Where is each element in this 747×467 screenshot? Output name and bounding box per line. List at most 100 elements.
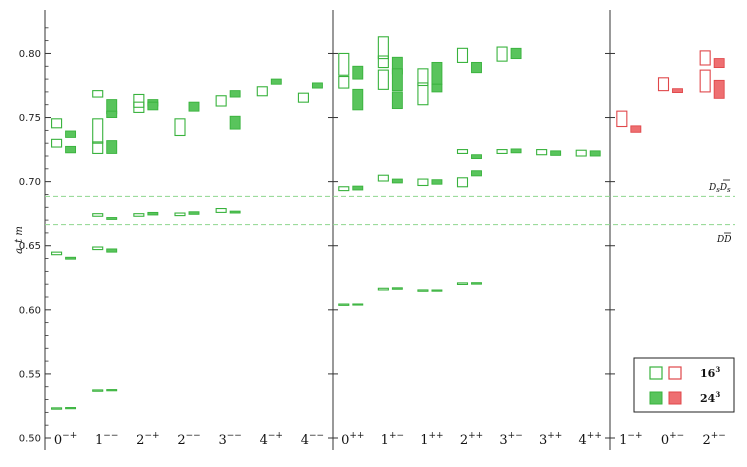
- box-filled-24: [147, 101, 159, 111]
- legend-filled-red-swatch: [668, 391, 682, 405]
- box-filled-24: [106, 217, 118, 220]
- box-filled-24: [391, 287, 403, 290]
- box-open-16: [92, 141, 104, 154]
- box-filled-24: [311, 82, 323, 89]
- legend-size-24: 24: [700, 392, 716, 405]
- box-open-16: [215, 208, 227, 213]
- dd-label-base: D: [716, 235, 724, 245]
- y-tick-label: 0.55: [19, 369, 41, 380]
- dsds-label-sub: s: [716, 186, 720, 194]
- category-labels: 0−+ 1−− 2−+ 2−− 3−− 4−+ 4−− 0++ 1+− 1++ 2++ 3+− 3++ 4…: [54, 431, 726, 448]
- box-open-16: [215, 95, 227, 107]
- box-open-16: [377, 69, 389, 90]
- y-axis: 0.50 0.55 0.60 0.65 0.70 0.75 0.80: [19, 27, 615, 445]
- category-label: 1−+: [619, 431, 642, 448]
- box-open-16: [657, 77, 670, 92]
- plot-frame: [44, 10, 611, 450]
- category-label: 1+−: [381, 431, 404, 448]
- box-open-16: [92, 389, 104, 392]
- box-filled-24: [106, 389, 118, 392]
- y-tick-label: 0.65: [19, 241, 41, 252]
- box-filled-24: [270, 78, 282, 85]
- box-filled-24: [431, 179, 443, 185]
- legend-label-16: 163: [700, 365, 720, 380]
- box-open-16: [92, 90, 104, 98]
- box-filled-24: [391, 178, 403, 184]
- category-label: 4++: [579, 431, 602, 448]
- category-label: 0−+: [54, 431, 77, 448]
- box-open-16: [616, 110, 628, 128]
- box-filled-24: [352, 185, 364, 191]
- box-filled-24: [713, 58, 725, 69]
- box-filled-24: [106, 248, 118, 253]
- box-filled-24: [550, 150, 562, 156]
- box-filled-24: [188, 101, 200, 112]
- box-filled-24: [672, 88, 683, 93]
- box-open-16: [92, 246, 104, 251]
- category-label: 2+−: [702, 431, 725, 448]
- box-open-16: [338, 75, 350, 89]
- box-filled-24: [630, 125, 642, 133]
- box-open-16: [456, 177, 469, 188]
- legend-label-24: 243: [700, 390, 720, 405]
- threshold-label-dd: DD: [716, 232, 731, 245]
- box-filled-24: [471, 154, 482, 160]
- box-open-16: [536, 149, 548, 156]
- box-filled-24: [65, 256, 77, 260]
- category-label: 3−−: [218, 431, 241, 448]
- box-open-16: [456, 282, 469, 285]
- category-label: 2−+: [136, 431, 159, 448]
- box-open-16: [417, 82, 429, 106]
- box-open-16: [51, 138, 63, 148]
- box-open-16: [133, 101, 145, 113]
- legend-open-red-swatch: [668, 366, 682, 380]
- y-tick-label: 0.70: [19, 177, 41, 188]
- category-label: 2−−: [177, 431, 200, 448]
- box-open-16: [92, 213, 104, 217]
- category-label: 2++: [460, 431, 483, 448]
- category-label: 1−−: [95, 431, 118, 448]
- dsds-label-bar: D: [719, 183, 727, 193]
- box-filled-24: [471, 282, 482, 285]
- box-filled-24: [713, 79, 725, 99]
- box-open-16: [133, 213, 145, 217]
- category-label: 1++: [420, 431, 443, 448]
- box-filled-24: [229, 210, 241, 214]
- box-filled-24: [352, 88, 364, 111]
- box-filled-24: [431, 61, 443, 85]
- box-open-16: [417, 68, 429, 87]
- box-open-16: [377, 287, 389, 291]
- threshold-label-dsds: DsDs: [708, 179, 731, 194]
- category-label: 0++: [341, 431, 364, 448]
- legend-filled-green-swatch: [649, 391, 663, 405]
- category-label: 4−−: [301, 431, 324, 448]
- box-filled-24: [510, 148, 522, 154]
- category-label: 0+−: [661, 431, 684, 448]
- box-open-16: [338, 186, 350, 192]
- box-filled-24: [229, 90, 241, 98]
- box-open-16: [297, 92, 309, 103]
- box-filled-24: [106, 110, 118, 118]
- dsds-label-bar-sub: s: [727, 186, 731, 194]
- box-open-16: [456, 47, 469, 63]
- dd-label-bar: D: [723, 235, 731, 245]
- svg-text:DD: DD: [716, 235, 731, 245]
- dsds-label-base: D: [708, 183, 716, 193]
- y-axis-label-text: a_t m: [14, 226, 25, 254]
- box-filled-24: [510, 47, 522, 60]
- category-label: 4−+: [260, 431, 283, 448]
- category-label: 3++: [539, 431, 562, 448]
- box-open-16: [496, 149, 508, 154]
- y-tick-label: 0.80: [19, 49, 41, 60]
- box-open-16: [699, 50, 711, 66]
- legend-exp-24: 3: [715, 390, 720, 399]
- svg-text:DsDs: DsDs: [708, 183, 731, 194]
- box-filled-24: [589, 150, 601, 157]
- legend-size-16: 16: [700, 367, 716, 380]
- box-filled-24: [65, 145, 77, 154]
- box-open-16: [51, 407, 63, 410]
- box-filled-24: [391, 68, 403, 92]
- box-open-16: [174, 212, 186, 217]
- box-filled-24: [352, 65, 364, 80]
